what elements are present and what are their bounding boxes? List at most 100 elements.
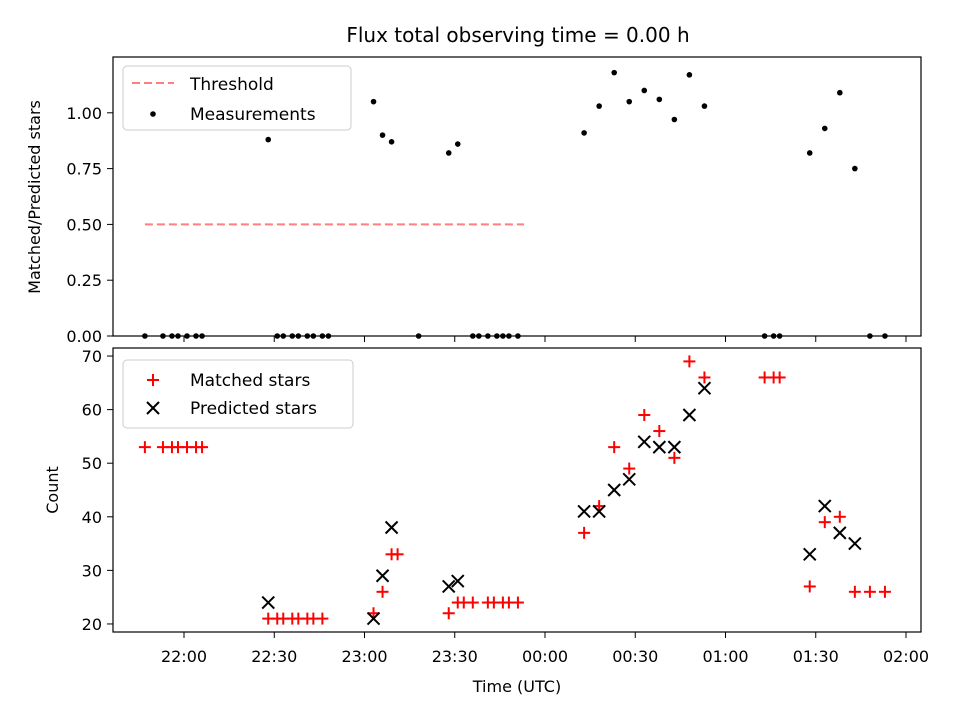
top-y-axis-label: Matched/Predicted stars [25,100,44,294]
measurement-point [581,130,587,136]
predicted-star-point [667,440,682,454]
measurement-point [304,333,311,339]
matched-star-point [623,462,636,475]
measurement-point [611,69,617,76]
matched-star-point [196,441,209,454]
matched-star-point [773,371,786,384]
measurement-point [454,141,461,147]
measurement-point [274,333,281,339]
measurement-point [388,139,395,145]
predicted-star-point [848,536,862,551]
chart-title: Flux total observing time = 0.00 h [346,23,689,47]
matched-star-point [818,516,831,529]
measurement-point [821,125,828,132]
matched-star-point [376,585,389,598]
matched-star-point [511,596,524,609]
matched-star-point [878,585,891,598]
bottom-plot-frame [112,347,922,633]
predicted-star-point [652,440,667,454]
measurement-point [761,333,768,339]
bottom-x-tick-label: 22:30 [251,647,297,666]
top-x-axis [183,336,907,342]
predicted-star-point [442,579,456,594]
predicted-star-point [261,595,275,610]
matched-star-point [442,607,455,620]
measurement-point [142,333,148,339]
measurement-point [325,333,332,339]
bottom-y-tick-label: 40 [82,508,102,527]
legend-matched-label: Matched stars [190,371,310,391]
bottom-x-tick-label: 02:00 [883,647,929,666]
matched-star-point [668,451,681,464]
top-y-axis: 0.00 0.25 0.50 0.75 1.00 [66,104,113,346]
top-y-tick-label: 0.25 [66,271,102,290]
predicted-star-point [592,504,606,519]
measurement-point [837,89,843,96]
measurement-point [295,333,302,339]
measurement-point [485,333,491,339]
measurement-point [494,333,500,339]
bottom-legend: Matched stars Predicted stars [122,359,354,429]
measurement-point [500,333,506,339]
measurement-point [882,333,888,339]
matched-star-point [863,585,876,598]
bottom-x-tick-label: 00:00 [522,647,568,666]
measurement-point [193,333,199,339]
measurement-point [319,333,326,339]
measurement-point [169,333,175,339]
measurement-point [686,72,693,78]
top-legend-box [122,65,352,131]
bottom-y-axis-label: Count [43,466,62,514]
legend-predicted-swatch [146,401,160,415]
bottom-x-tick-label: 22:00 [161,647,207,666]
measurement-point [641,87,648,94]
matched-star-point [653,425,666,438]
matched-star-point [803,580,816,593]
measurement-point [515,333,521,339]
measurement-point [265,136,272,143]
bottom-y-axis: 20 30 40 50 60 70 [82,347,113,634]
measurement-point [506,333,512,339]
top-y-tick-label: 0.00 [66,327,102,346]
predicted-star-point [818,499,832,513]
top-plot-marks [142,69,888,339]
matched-star-point [833,510,846,523]
measurement-point [160,333,166,339]
measurement-point [175,333,181,339]
measurement-point [770,333,777,339]
matched-star-point [466,596,479,609]
predicted-star-point [451,574,465,588]
top-legend: Threshold Measurements [122,65,352,131]
predicted-star-point [697,381,712,395]
bottom-y-tick-label: 50 [82,454,102,473]
measurement-point [852,165,858,172]
measurement-point [280,333,287,339]
bottom-panel: 20 30 40 50 60 70 22:00 22:30 23:00 23:30 00:00 00… [43,347,929,696]
bottom-x-axis: 22:00 22:30 23:00 23:30 00:00 00:30 01:00 01:30… [161,632,929,666]
measurement-point [626,98,633,105]
matched-star-point [698,371,711,384]
legend-matched-swatch [147,374,159,386]
legend-measurements-swatch [150,111,156,117]
measurement-point [671,116,678,123]
predicted-star-point [803,547,817,562]
predicted-star-point [577,504,591,519]
matched-star-point [316,612,329,625]
measurement-point [867,333,873,339]
predicted-star-point [682,408,697,422]
bottom-x-axis-label: Time (UTC) [472,677,561,696]
bottom-legend-box [122,359,354,429]
matched-star-point [391,548,404,561]
measurement-point [199,333,205,339]
measurement-point [701,103,708,109]
measurement-point [806,150,813,156]
measurement-point [476,333,482,339]
bottom-x-tick-label: 00:30 [612,647,658,666]
bottom-y-tick-label: 20 [82,615,102,634]
measurement-point [656,96,663,103]
matched-star-point [608,441,621,454]
matched-star-point [138,441,151,454]
predicted-star-point [384,520,399,535]
top-y-tick-label: 1.00 [66,104,102,123]
measurement-point [310,333,317,339]
